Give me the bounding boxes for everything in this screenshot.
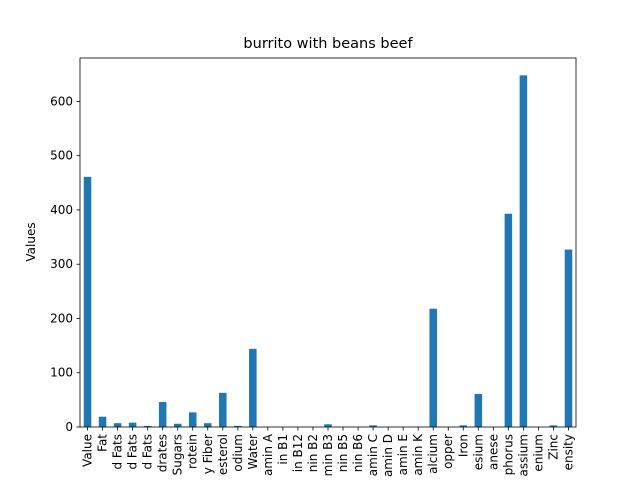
x-tick-label-19: amin C <box>366 434 380 476</box>
x-tick-label-5: drates <box>156 434 170 472</box>
bar-10 <box>234 425 242 427</box>
x-tick-label-21: amin E <box>396 434 410 475</box>
bar-19 <box>369 425 377 427</box>
bar-5 <box>158 402 167 427</box>
plot-frame <box>79 57 577 428</box>
y-tick-label-4: 400 <box>50 203 73 217</box>
x-tick-label-1: Fat <box>96 434 110 452</box>
x-axis-ticks: Value Fat d Fats d Fats d Fats drates Sugars ro… <box>81 427 575 477</box>
y-tick-label-6: 600 <box>50 94 73 108</box>
chart-title: burrito with beans beef <box>243 36 413 52</box>
y-tick-label-5: 500 <box>50 149 73 163</box>
x-tick-label-18: nin B6 <box>351 434 365 472</box>
bar-7 <box>188 412 197 427</box>
x-tick-label-28: phorus <box>501 434 515 475</box>
x-tick-label-4: d Fats <box>141 434 155 470</box>
x-tick-label-14: in B12 <box>291 434 305 472</box>
x-tick-label-2: d Fats <box>111 434 125 470</box>
bar-29 <box>519 75 528 428</box>
bar-9 <box>219 392 227 427</box>
x-tick-label-25: Iron <box>456 434 470 457</box>
x-tick-label-22: amin K <box>411 433 425 476</box>
y-tick-label-1: 100 <box>50 366 73 380</box>
x-tick-label-32: ensity <box>561 434 575 470</box>
bar-25 <box>459 425 468 427</box>
x-tick-label-6: Sugars <box>171 434 185 475</box>
y-tick-label-2: 200 <box>50 311 73 325</box>
bar-0 <box>83 176 92 427</box>
x-tick-label-31: Zinc <box>546 434 560 460</box>
x-tick-label-13: in B1 <box>276 434 290 465</box>
x-tick-label-7: rotein <box>186 434 200 469</box>
y-tick-label-3: 300 <box>50 257 73 271</box>
x-tick-label-23: alcium <box>426 434 440 474</box>
x-tick-label-29: assium <box>516 434 530 477</box>
bar-31 <box>549 425 558 427</box>
x-tick-label-26: esium <box>471 434 485 470</box>
x-tick-label-9: esterol <box>216 434 230 475</box>
bar-2 <box>113 423 122 427</box>
x-tick-label-0: Value <box>81 434 95 467</box>
bar-26 <box>474 393 483 427</box>
x-tick-label-20: amin D <box>381 434 395 477</box>
bar-11 <box>249 348 257 427</box>
bar-28 <box>504 213 513 427</box>
x-tick-label-10: odium <box>231 434 245 472</box>
bar-4 <box>143 425 152 427</box>
bar-16 <box>324 424 332 427</box>
bar-23 <box>429 308 437 427</box>
x-tick-label-24: opper <box>441 434 455 469</box>
bar-3 <box>128 422 137 427</box>
x-tick-label-8: y Fiber <box>201 434 215 474</box>
y-axis-ticks: 0 100 200 300 400 500 600 <box>50 94 80 434</box>
bar-6 <box>173 423 182 427</box>
x-tick-label-30: enium <box>531 434 545 472</box>
x-tick-label-27: anese <box>486 434 500 470</box>
x-tick-label-3: d Fats <box>126 434 140 470</box>
bar-32 <box>564 249 573 427</box>
y-axis-title: Values <box>24 222 38 261</box>
x-tick-label-17: nin B5 <box>336 434 350 472</box>
bar-8 <box>204 423 212 427</box>
x-tick-label-16: min B3 <box>321 434 335 476</box>
bars-group <box>83 75 573 428</box>
x-tick-label-12: amin A <box>261 433 275 476</box>
x-tick-label-11: Water <box>246 434 260 470</box>
bar-1 <box>98 416 107 427</box>
y-tick-label-0: 0 <box>65 420 73 434</box>
x-tick-label-15: nin B2 <box>306 434 320 472</box>
